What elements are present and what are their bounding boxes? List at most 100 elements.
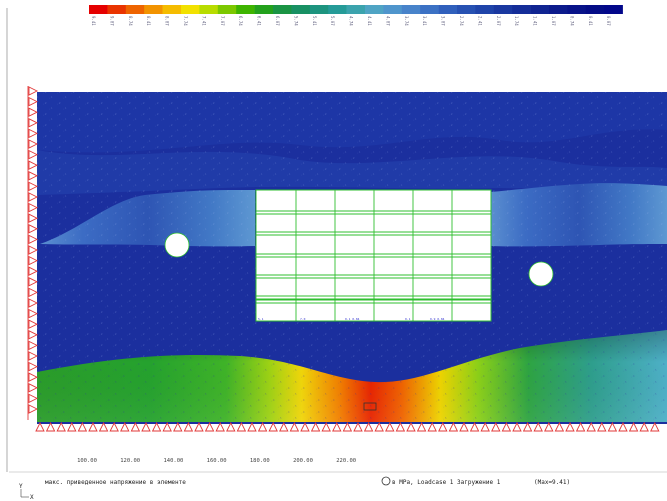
legend-swatch — [309, 5, 329, 14]
support-triangle — [88, 421, 98, 432]
support-triangle — [575, 421, 586, 432]
support-triangle — [28, 319, 39, 329]
support-triangle — [28, 224, 39, 234]
support-triangle — [501, 421, 512, 432]
support-triangle — [28, 86, 39, 96]
status-description: макс. приведенное напряжение в элементе — [45, 479, 186, 486]
axis-x-label: X — [30, 494, 34, 501]
support-triangle — [385, 421, 395, 432]
legend-swatch — [401, 5, 421, 14]
support-triangle — [28, 383, 39, 393]
x-axis: 100.00 120.00 140.00 160.00 180.00 200.00 220.… — [77, 458, 356, 464]
axis-tick-label: 160.00 — [207, 458, 227, 464]
support-triangle — [395, 421, 406, 432]
support-triangle — [406, 421, 416, 432]
support-triangle — [289, 421, 300, 432]
support-triangle — [28, 340, 39, 351]
support-triangle — [236, 421, 247, 432]
support-triangle — [109, 421, 119, 432]
legend-label: 5.07 — [330, 16, 335, 26]
legend-swatch — [475, 5, 495, 14]
legend-swatch — [217, 5, 237, 14]
support-triangle — [28, 107, 39, 117]
support-triangle — [310, 421, 321, 432]
legend-label: 6.74 — [238, 16, 243, 26]
axis-tick-label: 180.00 — [250, 458, 270, 464]
legend-label: 3.07 — [441, 16, 446, 26]
support-triangle — [77, 421, 88, 432]
legend-label: 2.41 — [477, 16, 482, 26]
support-triangle — [459, 421, 469, 432]
svg-text:7.0: 7.0 — [300, 317, 306, 321]
legend-swatch — [420, 5, 439, 14]
support-triangle — [321, 421, 331, 432]
support-triangle — [120, 421, 130, 432]
support-triangle — [491, 421, 501, 432]
support-triangle — [28, 160, 39, 170]
support-triangle — [28, 255, 39, 266]
legend-swatch — [107, 5, 127, 14]
svg-text:0.1: 0.1 — [405, 317, 411, 321]
legend-label: 4.41 — [367, 16, 372, 26]
legend-swatch — [530, 5, 550, 14]
max-element-marker[interactable] — [363, 402, 377, 411]
support-triangle — [173, 421, 183, 432]
legend-swatch — [89, 5, 108, 14]
axis-tick-label: 140.00 — [163, 458, 183, 464]
support-triangle — [363, 421, 374, 432]
legend-label: 5.41 — [312, 16, 317, 26]
support-triangle — [522, 421, 533, 432]
support-triangle — [28, 393, 39, 404]
coordinate-axes-icon: Y X — [19, 483, 34, 501]
support-triangle — [607, 421, 618, 432]
support-triangle — [67, 421, 77, 432]
support-triangle — [28, 298, 39, 308]
legend-label: 0.07 — [606, 16, 611, 26]
axis-tick-label: 100.00 — [77, 458, 97, 464]
legend-label: 1.41 — [533, 16, 538, 26]
mesh-grid-rect: 5.1 7.0 0.1 0.84 0.1 0.9 0.84 — [255, 189, 492, 322]
support-triangle — [28, 171, 39, 181]
legend-label: 7.41 — [201, 16, 206, 26]
support-triangle — [650, 421, 660, 432]
bottom-supports — [35, 421, 660, 432]
support-triangle — [204, 421, 215, 432]
support-triangle — [215, 421, 225, 432]
legend-label: 8.07 — [165, 16, 170, 26]
rotation-icon — [381, 476, 391, 486]
support-triangle — [28, 149, 39, 160]
support-triangle — [162, 421, 172, 432]
support-triangle — [597, 421, 607, 432]
support-triangle — [342, 421, 353, 432]
support-triangle — [448, 421, 459, 432]
support-triangle — [416, 421, 427, 432]
support-triangle — [35, 421, 45, 432]
svg-text:0.9 0.84: 0.9 0.84 — [430, 317, 445, 321]
support-triangle — [28, 361, 39, 372]
support-triangle — [618, 421, 628, 432]
legend-label: 4.07 — [385, 16, 390, 26]
support-triangle — [480, 421, 490, 432]
support-triangle — [28, 351, 39, 361]
legend-label: 5.74 — [293, 16, 298, 26]
legend-swatch — [512, 5, 531, 14]
support-triangle — [247, 421, 257, 432]
status-units: в MPa, Loadcase 1 Загружение 1 — [392, 479, 501, 486]
legend-swatch — [254, 5, 274, 14]
support-triangle — [28, 372, 39, 382]
legend-label: 0.74 — [569, 16, 574, 26]
support-triangle — [28, 308, 39, 319]
support-triangle — [28, 128, 39, 139]
support-triangle — [374, 421, 384, 432]
support-triangle — [28, 266, 39, 276]
stress-contour-model: 5.1 7.0 0.1 0.84 0.1 0.9 0.84 — [37, 92, 667, 424]
svg-text:0.1 0.84: 0.1 0.84 — [345, 317, 360, 321]
legend-label: 1.74 — [514, 16, 519, 26]
legend-swatch — [162, 5, 182, 14]
support-triangle — [353, 421, 363, 432]
support-triangle — [151, 421, 162, 432]
support-triangle — [28, 96, 39, 107]
color-legend: 9.41 9.07 8.74 8.41 8.07 7.74 7.41 7.07 6.74 6.41… — [89, 5, 623, 26]
support-triangle — [332, 421, 342, 432]
